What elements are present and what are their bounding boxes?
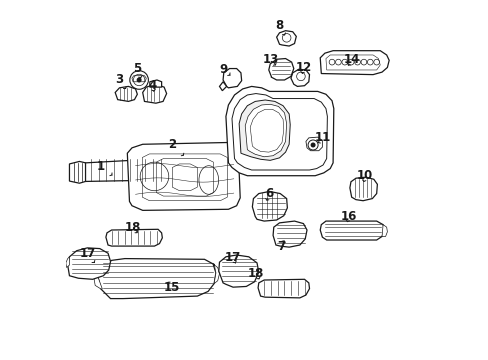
Polygon shape <box>290 69 309 86</box>
Polygon shape <box>69 161 87 183</box>
Text: 3: 3 <box>115 73 126 89</box>
Polygon shape <box>67 248 110 279</box>
Polygon shape <box>218 255 258 287</box>
Polygon shape <box>325 55 380 70</box>
Polygon shape <box>239 100 290 160</box>
Circle shape <box>136 77 142 82</box>
Circle shape <box>310 143 315 148</box>
Polygon shape <box>132 76 146 82</box>
Polygon shape <box>268 59 293 80</box>
Polygon shape <box>66 257 69 267</box>
Text: 8: 8 <box>275 19 285 35</box>
Polygon shape <box>272 221 306 247</box>
Polygon shape <box>258 279 309 298</box>
Text: 7: 7 <box>277 240 285 253</box>
Text: 2: 2 <box>168 138 183 156</box>
Polygon shape <box>85 158 167 181</box>
Polygon shape <box>252 192 287 221</box>
Polygon shape <box>106 229 162 246</box>
Text: 6: 6 <box>265 187 273 200</box>
Polygon shape <box>223 68 241 88</box>
Polygon shape <box>320 221 384 240</box>
Text: 4: 4 <box>148 79 157 92</box>
Polygon shape <box>164 155 176 180</box>
Text: 17: 17 <box>79 247 95 262</box>
Polygon shape <box>142 84 166 103</box>
Text: 5: 5 <box>133 62 142 78</box>
Polygon shape <box>98 258 216 298</box>
Polygon shape <box>349 177 377 201</box>
Text: 1: 1 <box>97 160 112 176</box>
Text: 12: 12 <box>295 61 311 74</box>
Text: 17: 17 <box>224 251 241 264</box>
Text: 14: 14 <box>343 53 359 66</box>
Text: 9: 9 <box>219 63 229 76</box>
Text: 16: 16 <box>340 210 357 223</box>
Polygon shape <box>213 264 219 284</box>
Polygon shape <box>219 82 226 91</box>
Polygon shape <box>276 31 296 46</box>
Polygon shape <box>244 104 286 157</box>
Text: 15: 15 <box>164 282 180 294</box>
Polygon shape <box>225 86 333 176</box>
Polygon shape <box>231 94 326 170</box>
Text: 18: 18 <box>124 221 141 234</box>
Polygon shape <box>127 143 240 210</box>
Polygon shape <box>149 80 162 87</box>
Text: 18: 18 <box>247 267 264 280</box>
Text: 13: 13 <box>262 53 278 66</box>
Text: 11: 11 <box>314 131 330 144</box>
Polygon shape <box>320 51 388 75</box>
Text: 10: 10 <box>356 169 373 182</box>
Polygon shape <box>115 86 137 102</box>
Polygon shape <box>381 225 386 237</box>
Polygon shape <box>94 266 102 289</box>
Polygon shape <box>305 137 322 151</box>
